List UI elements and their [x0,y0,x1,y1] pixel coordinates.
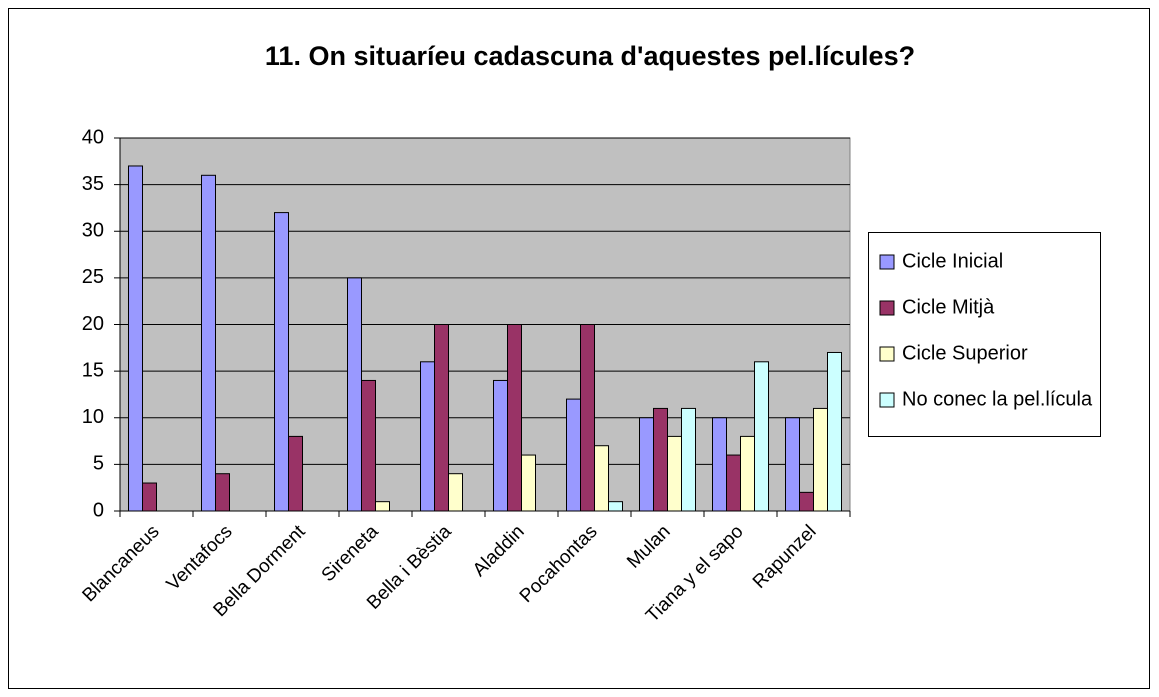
legend-label: Cicle Superior [902,342,1028,364]
bar [347,277,362,512]
y-tick-label: 15 [82,359,104,381]
bar [594,445,609,512]
legend-box [868,232,1101,437]
bar [142,482,157,512]
bar [580,324,595,512]
y-tick-label: 10 [82,406,104,428]
y-tick-label: 40 [82,126,104,148]
bar [639,417,654,512]
bar [507,324,522,512]
y-tick-label: 5 [93,453,104,475]
bar [740,435,755,512]
legend-label: No conec la pel.lícula [902,388,1093,410]
bar [712,417,727,512]
bar [375,501,390,512]
legend-swatch [879,254,895,270]
bar [653,407,668,512]
legend-label: Cicle Mitjà [902,296,995,318]
bar [420,361,435,512]
y-tick-label: 20 [82,313,104,335]
y-tick-label: 25 [82,266,104,288]
y-tick-label: 0 [93,499,104,521]
bar [785,417,800,512]
legend-swatch [879,346,895,362]
bar [799,491,814,512]
bar [813,407,828,512]
bar [827,351,842,512]
bar [128,165,143,512]
y-tick-label: 35 [82,173,104,195]
chart-title: 11. On situaríeu cadascuna d'aquestes pe… [265,41,915,71]
legend-swatch [879,300,895,316]
bar [434,324,449,512]
legend-label: Cicle Inicial [902,250,1003,272]
bar [667,435,682,512]
bar [288,435,303,512]
y-tick-label: 30 [82,220,104,242]
bar [493,379,508,512]
bar [448,473,463,512]
bar [361,379,376,512]
bar [201,174,216,512]
bar [681,407,696,512]
bar [274,212,289,512]
bar [566,398,581,512]
bar [608,501,623,512]
bar [215,473,230,512]
legend-swatch [879,392,895,408]
bar [726,454,741,512]
bar [521,454,536,512]
bar [754,361,769,512]
